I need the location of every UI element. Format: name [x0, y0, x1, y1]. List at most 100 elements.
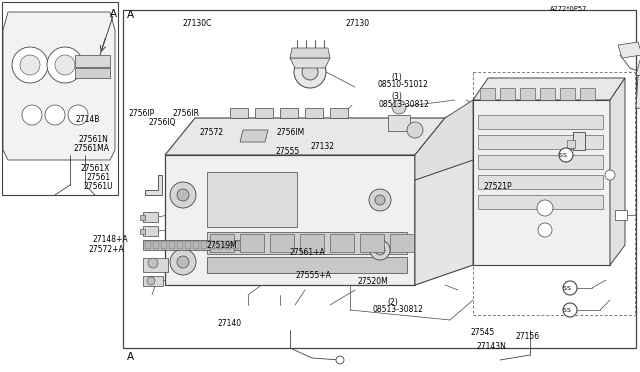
Polygon shape: [520, 88, 535, 100]
Bar: [360, 234, 384, 252]
Polygon shape: [500, 88, 515, 100]
Text: S: S: [563, 153, 567, 157]
Text: 27555: 27555: [275, 147, 300, 156]
Text: 2756lM: 2756lM: [276, 128, 305, 137]
Bar: [143, 258, 168, 272]
Text: 27520M: 27520M: [357, 278, 388, 286]
Bar: [478, 195, 603, 209]
Bar: [145, 241, 151, 249]
Circle shape: [302, 64, 318, 80]
Text: 08513-30812: 08513-30812: [379, 100, 429, 109]
Bar: [177, 241, 183, 249]
Text: (2): (2): [387, 298, 398, 307]
Circle shape: [392, 100, 406, 114]
Bar: [210, 234, 234, 252]
Text: 27572: 27572: [200, 128, 224, 137]
Circle shape: [370, 240, 390, 260]
Text: 27130C: 27130C: [182, 19, 212, 28]
Bar: [330, 234, 354, 252]
Text: 27561+A: 27561+A: [289, 248, 325, 257]
Bar: [209, 241, 215, 249]
Text: 27561MA: 27561MA: [74, 144, 109, 153]
Polygon shape: [580, 88, 595, 100]
Circle shape: [294, 56, 326, 88]
Bar: [207, 172, 297, 227]
Bar: [225, 241, 231, 249]
Polygon shape: [240, 130, 268, 142]
Text: 27519M: 27519M: [206, 241, 237, 250]
Circle shape: [170, 249, 196, 275]
Text: 27143N: 27143N: [477, 342, 507, 351]
Bar: [240, 234, 264, 252]
Polygon shape: [618, 42, 640, 58]
Bar: [300, 234, 324, 252]
Text: 27132: 27132: [310, 142, 334, 151]
Circle shape: [538, 223, 552, 237]
Bar: [193, 241, 199, 249]
Text: S: S: [567, 285, 571, 291]
Text: 08510-51012: 08510-51012: [378, 80, 428, 89]
Circle shape: [559, 148, 573, 162]
Polygon shape: [330, 108, 348, 118]
Bar: [201, 241, 207, 249]
Text: (1): (1): [392, 73, 403, 82]
Circle shape: [148, 258, 158, 268]
Text: 2756lP: 2756lP: [128, 109, 154, 118]
Bar: [615, 210, 627, 220]
Text: 2756lR: 2756lR: [173, 109, 200, 118]
Circle shape: [68, 105, 88, 125]
Polygon shape: [230, 108, 248, 118]
Bar: [143, 240, 243, 250]
Circle shape: [12, 47, 48, 83]
Circle shape: [605, 170, 615, 180]
Text: A: A: [127, 10, 134, 20]
Polygon shape: [255, 108, 273, 118]
Text: 27130: 27130: [346, 19, 370, 28]
Text: 27561X: 27561X: [80, 164, 109, 173]
Bar: [2, 2, 118, 195]
Text: 2756lQ: 2756lQ: [148, 118, 176, 127]
Polygon shape: [145, 175, 162, 195]
Bar: [169, 241, 175, 249]
Bar: [478, 155, 603, 169]
Bar: [478, 135, 603, 149]
Circle shape: [147, 277, 155, 285]
Polygon shape: [165, 118, 445, 155]
Polygon shape: [3, 12, 115, 160]
Circle shape: [563, 303, 577, 317]
Text: 27561: 27561: [86, 173, 111, 182]
Circle shape: [375, 245, 385, 255]
Polygon shape: [290, 48, 330, 58]
Polygon shape: [305, 108, 323, 118]
Bar: [143, 276, 163, 286]
Text: 2714B: 2714B: [76, 115, 100, 124]
Circle shape: [20, 55, 40, 75]
Text: 27555+A: 27555+A: [296, 271, 332, 280]
Circle shape: [369, 189, 391, 211]
Text: 27545: 27545: [470, 328, 495, 337]
Bar: [185, 241, 191, 249]
Polygon shape: [473, 100, 610, 265]
Text: 27156: 27156: [515, 332, 540, 341]
Bar: [153, 241, 159, 249]
Bar: [140, 229, 145, 234]
Text: 27572+A: 27572+A: [88, 245, 124, 254]
Polygon shape: [540, 88, 555, 100]
Text: S: S: [563, 308, 567, 312]
Bar: [390, 234, 414, 252]
Text: A: A: [127, 352, 134, 362]
Bar: [75, 55, 110, 67]
Polygon shape: [415, 100, 473, 180]
Polygon shape: [610, 78, 625, 265]
Text: 27148+A: 27148+A: [93, 235, 129, 244]
Circle shape: [336, 356, 344, 364]
Polygon shape: [480, 88, 495, 100]
Bar: [207, 257, 407, 273]
Circle shape: [537, 200, 553, 216]
Bar: [75, 68, 110, 78]
Polygon shape: [560, 88, 575, 100]
Text: S: S: [567, 308, 571, 312]
Circle shape: [407, 122, 423, 138]
Text: S: S: [559, 153, 563, 157]
Bar: [233, 241, 239, 249]
